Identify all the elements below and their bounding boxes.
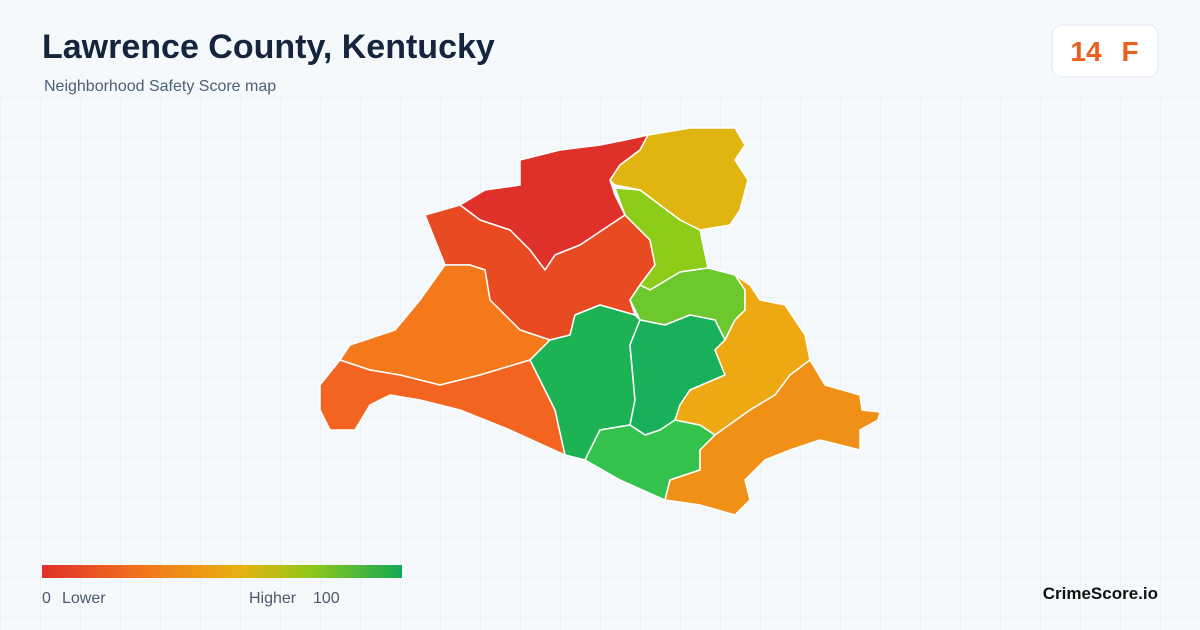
brand: CrimeScore.io: [1043, 584, 1158, 603]
region: [664, 359, 881, 516]
legend-max-label: Higher: [249, 590, 297, 607]
legend-min: 0: [42, 590, 51, 607]
title: Lawrence County, Kentucky: [42, 28, 495, 66]
score-box: [1051, 24, 1159, 78]
legend-gradient: [42, 565, 402, 578]
score-value: 14: [1070, 36, 1102, 67]
legend-min-label: Lower: [62, 590, 106, 607]
legend-max: 100: [313, 590, 340, 607]
subtitle: Neighborhood Safety Score map: [44, 78, 276, 95]
county-map: [319, 127, 881, 516]
score-grade: F: [1121, 36, 1138, 67]
region: [674, 274, 811, 436]
